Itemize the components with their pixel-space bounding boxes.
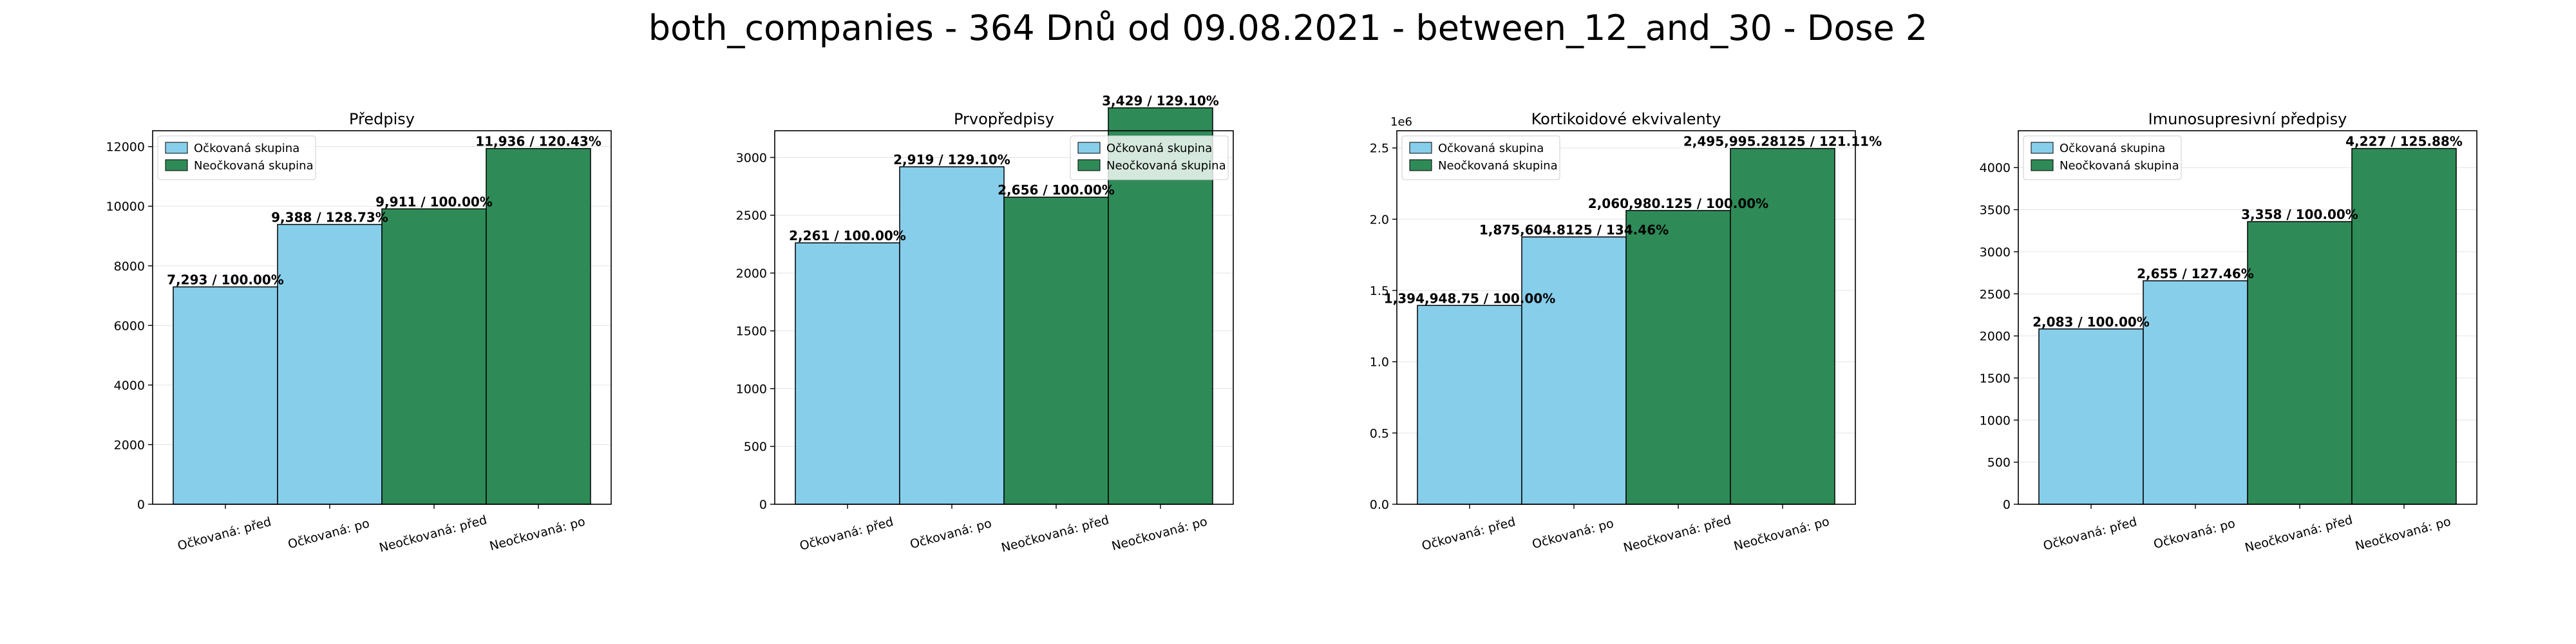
legend: Očkovaná skupina Neočkovaná skupina <box>157 135 316 180</box>
legend-swatch-1 <box>1409 159 1432 171</box>
data-label-2: 2,656 / 100.00% <box>998 182 1115 198</box>
bar-0 <box>1417 305 1522 505</box>
bar-1 <box>277 223 383 505</box>
y-tick-label-3: 1.5 <box>1370 284 1389 298</box>
y-tick-label-3: 1500 <box>1980 372 2011 386</box>
y-tick-label-5: 2500 <box>1980 287 2011 301</box>
bar-2 <box>381 208 487 505</box>
legend-swatch-1 <box>1077 159 1101 171</box>
y-tick-label-1: 500 <box>744 440 767 454</box>
y-tick-label-2: 4000 <box>114 379 145 393</box>
y-tick-label-8: 4000 <box>1980 161 2011 175</box>
bar-2 <box>2247 221 2353 505</box>
data-label-1: 1,875,604.8125 / 134.46% <box>1479 222 1669 238</box>
legend-swatch-0 <box>1409 142 1432 154</box>
data-label-0: 2,261 / 100.00% <box>789 228 906 243</box>
bar-3 <box>2351 147 2457 505</box>
legend-label-1: Neočkovaná skupina <box>2060 159 2179 173</box>
data-label-3: 4,227 / 125.88% <box>2345 134 2463 149</box>
bar-3 <box>1730 147 1835 505</box>
legend-swatch-1 <box>165 159 188 171</box>
y-tick-label-0: 0 <box>2003 498 2011 512</box>
y-tick-label-4: 2.0 <box>1370 213 1389 227</box>
y-tick-label-2: 1000 <box>736 382 767 396</box>
axes-frame <box>2018 130 2477 505</box>
legend-frame <box>1070 135 1229 180</box>
legend-label-1: Neočkovaná skupina <box>1438 159 1558 173</box>
chart-title: Předpisy <box>349 110 415 128</box>
y-tick-label-5: 10000 <box>106 200 145 214</box>
data-label-2: 2,060,980.125 / 100.00% <box>1588 196 1768 211</box>
bar-0 <box>173 286 278 505</box>
y-tick-label-0: 0.0 <box>1370 498 1389 512</box>
chart-title: Prvopředpisy <box>954 110 1054 128</box>
legend: Očkovaná skupina Neočkovaná skupina <box>1401 135 1560 180</box>
legend-swatch-1 <box>2031 159 2054 171</box>
y-tick-label-5: 2500 <box>736 209 767 223</box>
bar-3 <box>486 147 591 505</box>
legend-frame <box>2023 135 2182 180</box>
legend-swatch-0 <box>2031 142 2054 154</box>
y-tick-label-4: 2000 <box>736 267 767 281</box>
y-tick-label-2: 1000 <box>1980 413 2011 428</box>
legend-label-0: Očkovaná skupina <box>2060 142 2165 155</box>
data-label-2: 9,911 / 100.00% <box>375 194 493 209</box>
y-tick-label-3: 6000 <box>114 319 145 333</box>
y-offset-label: 1e6 <box>1390 115 1412 129</box>
legend-label-0: Očkovaná skupina <box>1106 142 1212 155</box>
data-label-2: 3,358 / 100.00% <box>2241 207 2358 222</box>
chart-title: Imunosupresivní předpisy <box>2148 110 2347 128</box>
figure-title: both_companies - 364 Dnů od 09.08.2021 -… <box>649 8 1928 48</box>
y-tick-label-0: 0 <box>137 498 145 512</box>
y-tick-label-6: 3000 <box>1980 245 2011 260</box>
data-label-1: 9,388 / 128.73% <box>271 210 388 225</box>
legend: Očkovaná skupina Neočkovaná skupina <box>2023 135 2182 180</box>
bar-2 <box>1625 210 1731 505</box>
y-tick-label-1: 500 <box>1987 456 2011 470</box>
legend-label-0: Očkovaná skupina <box>1438 142 1544 155</box>
y-tick-label-4: 8000 <box>114 260 145 274</box>
legend-frame <box>157 135 316 180</box>
axes-frame <box>1396 130 1856 505</box>
bar-1 <box>2143 280 2248 505</box>
data-label-0: 1,394,948.75 / 100.00% <box>1384 290 1555 306</box>
y-tick-label-1: 0.5 <box>1370 426 1389 440</box>
legend-label-1: Neočkovaná skupina <box>194 159 314 173</box>
y-tick-label-0: 0 <box>759 498 767 512</box>
data-label-3: 3,429 / 129.10% <box>1102 93 1219 108</box>
y-tick-label-1: 2000 <box>114 438 145 452</box>
data-label-3: 2,495,995.28125 / 121.11% <box>1683 134 1882 149</box>
data-label-1: 2,919 / 129.10% <box>893 152 1010 167</box>
y-tick-label-6: 3000 <box>736 151 767 165</box>
data-label-0: 2,083 / 100.00% <box>2032 314 2150 330</box>
legend-label-1: Neočkovaná skupina <box>1106 159 1226 173</box>
bar-0 <box>2038 328 2144 505</box>
bar-1 <box>1521 236 1627 505</box>
data-label-0: 7,293 / 100.00% <box>167 272 284 287</box>
y-tick-label-7: 3500 <box>1980 204 2011 218</box>
legend-frame <box>1401 135 1560 180</box>
y-tick-label-2: 1.0 <box>1370 355 1389 370</box>
y-tick-label-3: 1500 <box>736 325 767 339</box>
legend-label-0: Očkovaná skupina <box>194 142 299 155</box>
bar-0 <box>795 242 900 505</box>
y-tick-label-4: 2000 <box>1980 330 2011 344</box>
y-tick-label-5: 2.5 <box>1370 142 1389 156</box>
legend: Očkovaná skupina Neočkovaná skupina <box>1070 135 1229 180</box>
data-label-1: 2,655 / 127.46% <box>2137 266 2254 281</box>
axes-frame <box>152 130 612 505</box>
bar-1 <box>899 166 1005 505</box>
legend-swatch-0 <box>1077 142 1101 154</box>
bar-2 <box>1003 196 1109 505</box>
axes-frame <box>774 130 1234 505</box>
legend-swatch-0 <box>165 142 188 154</box>
chart-title: Kortikoidové ekvivalenty <box>1531 110 1721 128</box>
y-tick-label-6: 12000 <box>106 140 145 155</box>
chart-3: 0 500 1000 1500 2000 2500 3000 3500 4000 Očkovaná… <box>1980 110 2477 555</box>
data-label-3: 11,936 / 120.43% <box>475 134 601 149</box>
